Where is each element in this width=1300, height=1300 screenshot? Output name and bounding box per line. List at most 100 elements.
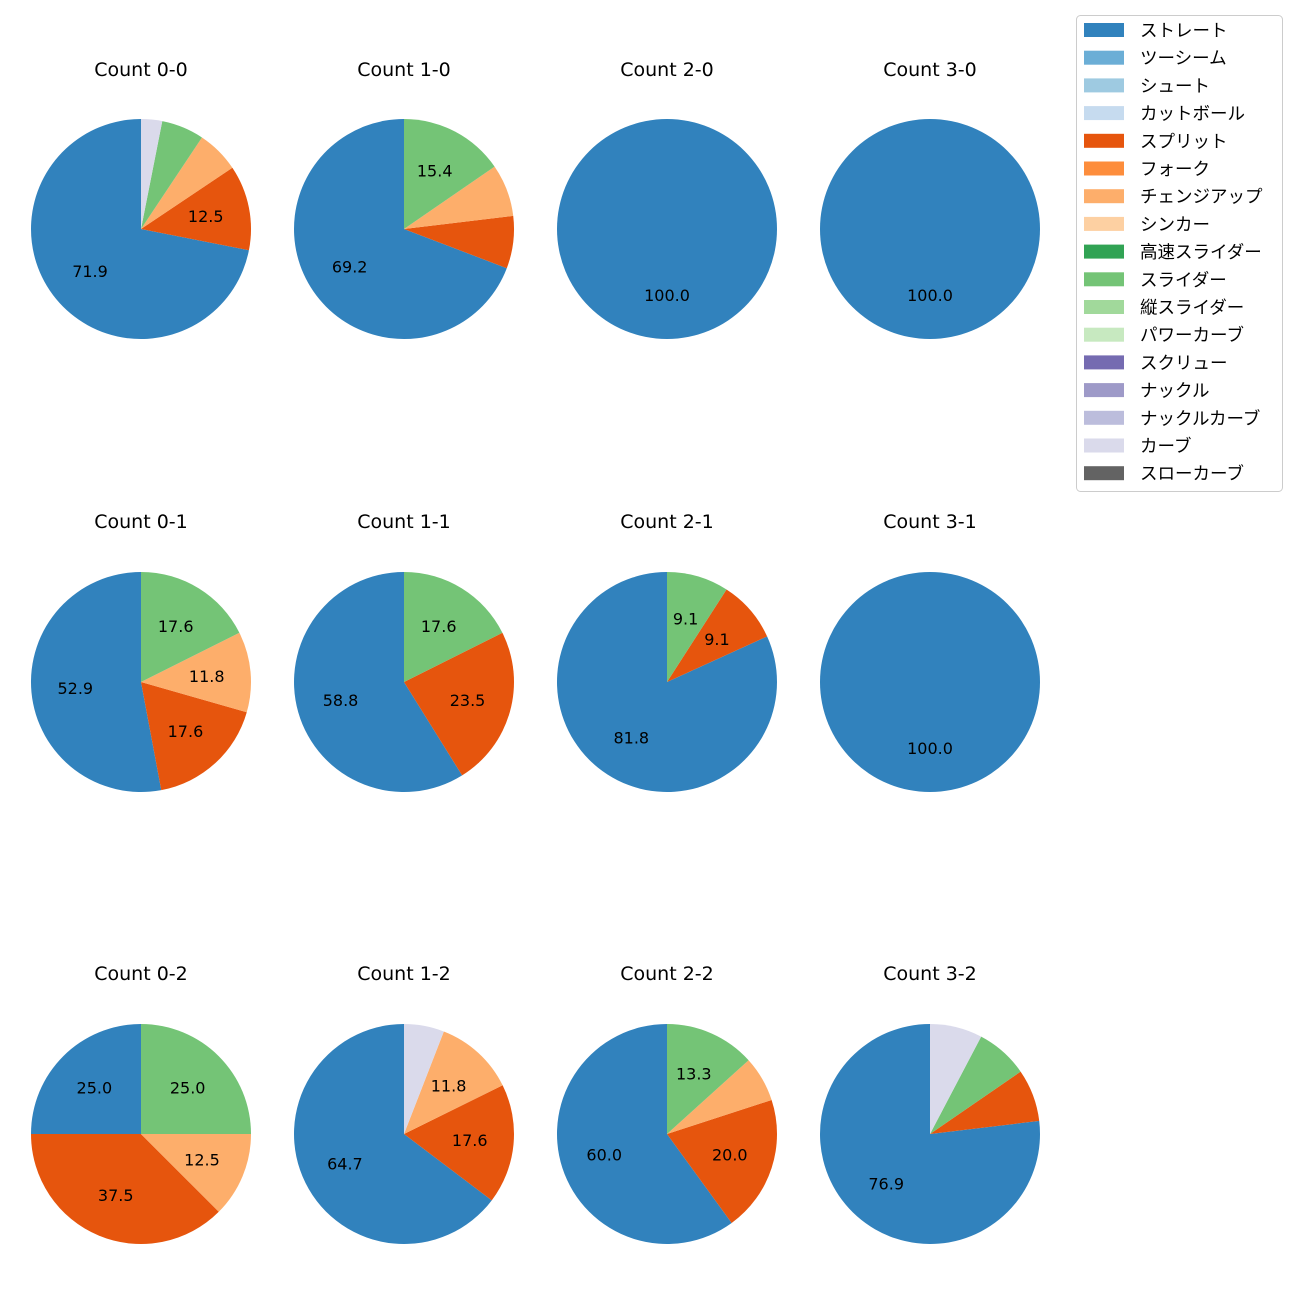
legend-label: パワーカーブ bbox=[1140, 325, 1244, 346]
legend-swatch bbox=[1084, 327, 1124, 342]
pie-chart-0: Count 0-0 71.9 12.5 bbox=[30, 59, 252, 339]
pie-slice-ストレート bbox=[820, 119, 1040, 339]
legend-swatch bbox=[1084, 466, 1124, 481]
pie-slice-スライダー bbox=[404, 572, 503, 682]
legend-swatch bbox=[1084, 300, 1124, 314]
pie-data-label: 17.6 bbox=[452, 1131, 488, 1150]
pie-title: Count 3-1 bbox=[883, 511, 977, 533]
legend-swatch bbox=[1084, 133, 1124, 148]
pie-slice-チェンジアップ bbox=[404, 1031, 503, 1134]
pie-slice-スプリット bbox=[31, 1134, 219, 1244]
pie-chart-2: Count 2-0 100.0 bbox=[557, 59, 777, 339]
pie-title: Count 2-1 bbox=[620, 511, 714, 533]
pie-data-label: 25.0 bbox=[170, 1078, 206, 1097]
pie-title: Count 0-2 bbox=[94, 963, 188, 985]
pie-data-label: 9.1 bbox=[704, 630, 729, 649]
legend-swatch bbox=[1084, 244, 1124, 259]
pie-slice-ストレート bbox=[31, 1024, 141, 1134]
pie-slice-スライダー bbox=[141, 121, 202, 229]
legend-label: フォーク bbox=[1140, 160, 1210, 180]
pie-slice-ストレート bbox=[30, 572, 162, 793]
pie-chart-4: Count 0-1 52.9 17.6 11.8 17.6 bbox=[30, 511, 252, 793]
pie-slice-スプリット bbox=[667, 1100, 778, 1223]
legend-label: スプリット bbox=[1140, 132, 1228, 152]
legend-label: カーブ bbox=[1140, 436, 1191, 457]
legend-swatch bbox=[1084, 355, 1124, 370]
pie-data-label: 23.5 bbox=[450, 691, 486, 710]
pie-data-label: 100.0 bbox=[644, 286, 690, 305]
legend-swatch bbox=[1084, 189, 1124, 204]
pie-chart-3: Count 3-0 100.0 bbox=[820, 59, 1040, 339]
pie-chart-6: Count 2-1 81.8 9.1 9.1 bbox=[556, 511, 777, 792]
pie-slice-ストレート bbox=[294, 572, 463, 792]
pie-data-label: 69.2 bbox=[332, 257, 368, 276]
pie-title: Count 0-1 bbox=[94, 511, 188, 533]
pie-slice-スプリット bbox=[667, 589, 768, 682]
pie-data-label: 9.1 bbox=[673, 610, 698, 629]
pie-data-label: 100.0 bbox=[907, 739, 953, 758]
legend-swatch bbox=[1084, 161, 1124, 176]
pie-slice-チェンジアップ bbox=[141, 1134, 251, 1212]
pie-chart-10: Count 2-2 60.0 20.0 13.3 bbox=[557, 963, 778, 1244]
pie-data-label: 20.0 bbox=[712, 1145, 748, 1164]
pie-chart-11: Count 3-2 76.9 bbox=[820, 963, 1041, 1244]
pie-slice-ストレート bbox=[294, 119, 507, 339]
legend-label: スライダー bbox=[1140, 271, 1227, 291]
pie-slice-カーブ bbox=[404, 1024, 444, 1134]
legend-swatch bbox=[1084, 50, 1124, 65]
pie-slice-スライダー bbox=[667, 1024, 749, 1134]
pie-slice-ストレート bbox=[557, 119, 777, 339]
legend-label: 縦スライダー bbox=[1140, 299, 1244, 319]
pie-slice-スライダー bbox=[667, 572, 727, 682]
legend-label: スローカーブ bbox=[1140, 464, 1244, 485]
pie-data-label: 58.8 bbox=[323, 691, 359, 710]
pie-data-label: 12.5 bbox=[188, 207, 224, 226]
pie-title: Count 2-0 bbox=[620, 59, 714, 81]
pie-data-label: 13.3 bbox=[676, 1065, 712, 1084]
pie-chart-1: Count 1-0 69.2 15.4 bbox=[294, 59, 515, 339]
pie-title: Count 0-0 bbox=[94, 59, 188, 81]
legend-label: シュート bbox=[1140, 77, 1210, 97]
pie-title: Count 3-0 bbox=[883, 59, 977, 81]
pie-slice-ストレート bbox=[820, 1024, 1041, 1244]
pie-data-label: 17.6 bbox=[158, 617, 194, 636]
pie-slice-スプリット bbox=[404, 215, 515, 269]
legend-swatch bbox=[1084, 383, 1124, 398]
legend-label: スクリュー bbox=[1140, 354, 1228, 374]
pie-title: Count 1-1 bbox=[357, 511, 451, 533]
pie-title: Count 3-2 bbox=[883, 963, 977, 985]
pie-title: Count 1-0 bbox=[357, 59, 451, 81]
pie-slice-ストレート bbox=[556, 571, 777, 792]
pie-slice-スプリット bbox=[404, 1085, 514, 1201]
pie-slice-スプリット bbox=[141, 682, 247, 791]
legend-label: チェンジアップ bbox=[1140, 188, 1263, 208]
legend-label: カットボール bbox=[1140, 105, 1245, 125]
pie-chart-8: Count 0-2 25.0 37.5 12.5 25.0 bbox=[31, 963, 251, 1244]
legend-swatch bbox=[1084, 272, 1124, 287]
legend: ストレートツーシームシュートカットボールスプリットフォークチェンジアップシンカー… bbox=[1076, 15, 1283, 492]
pie-slice-ストレート bbox=[30, 119, 249, 339]
pie-title: Count 1-2 bbox=[357, 963, 451, 985]
pie-slice-スプリット bbox=[141, 167, 252, 251]
legend-swatch bbox=[1084, 410, 1124, 425]
pie-slice-チェンジアップ bbox=[141, 632, 252, 713]
pie-slice-スライダー bbox=[930, 1036, 1021, 1134]
pie-data-label: 17.6 bbox=[421, 617, 457, 636]
pie-data-label: 81.8 bbox=[613, 729, 649, 748]
legend-label: ツーシーム bbox=[1140, 49, 1227, 69]
legend-label: ストレート bbox=[1140, 22, 1228, 42]
pie-slice-ストレート bbox=[820, 572, 1040, 792]
pie-slice-チェンジアップ bbox=[404, 166, 514, 229]
pie-slice-ストレート bbox=[294, 1024, 492, 1244]
legend-label: シンカー bbox=[1140, 215, 1210, 235]
pie-data-label: 25.0 bbox=[77, 1078, 113, 1097]
legend-label: 高速スライダー bbox=[1140, 243, 1262, 263]
legend-swatch bbox=[1084, 438, 1124, 453]
pie-slice-スプリット bbox=[404, 632, 515, 776]
pie-data-label: 64.7 bbox=[327, 1154, 363, 1173]
pie-title: Count 2-2 bbox=[620, 963, 714, 985]
legend-frame bbox=[1076, 15, 1283, 492]
pie-data-label: 37.5 bbox=[98, 1186, 134, 1205]
pie-data-label: 11.8 bbox=[189, 667, 225, 686]
